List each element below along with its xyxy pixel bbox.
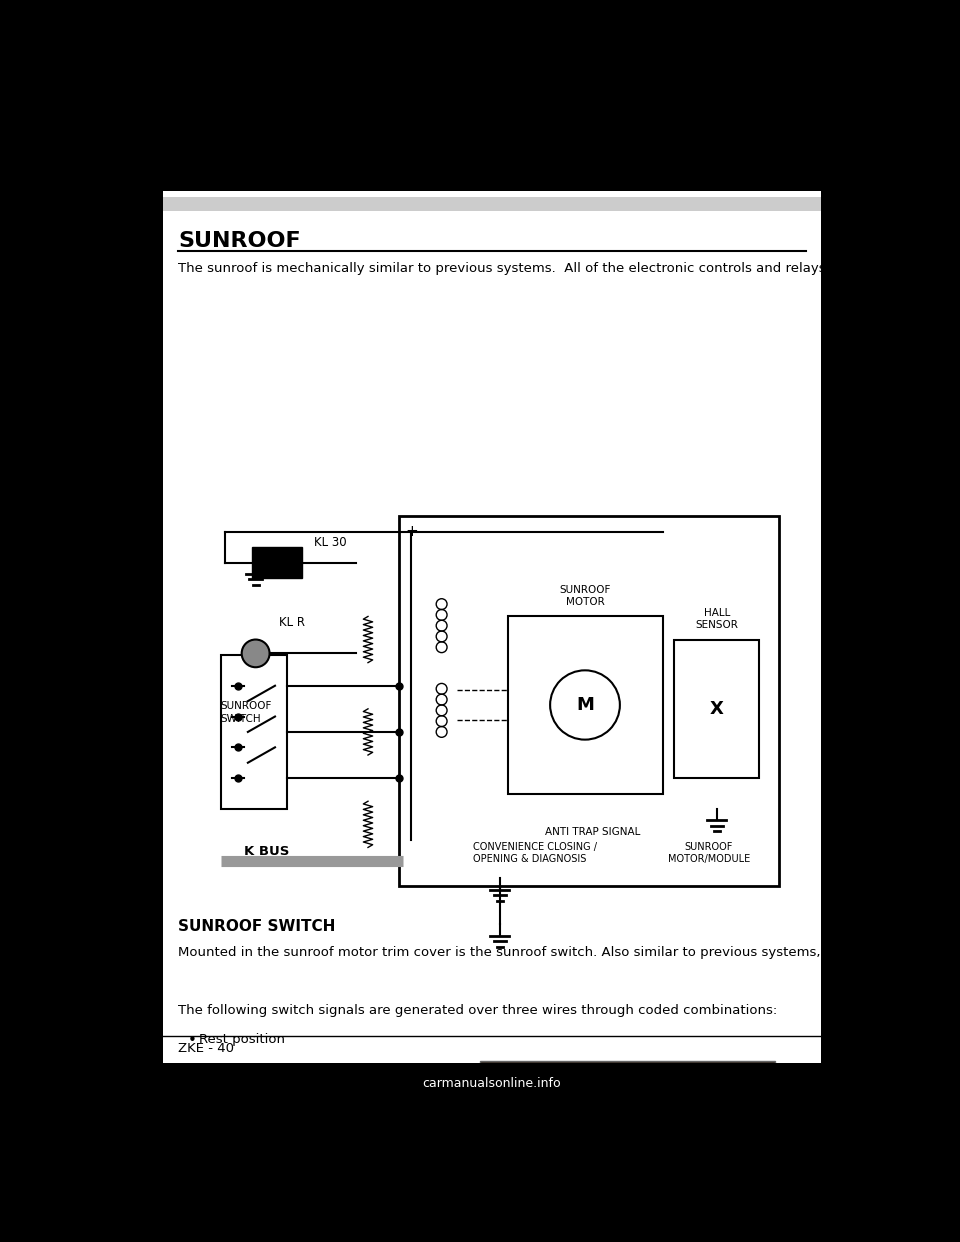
Bar bbox=[674, 640, 759, 779]
Text: Slide open request (press and hold switch - first
detent of open position): Slide open request (press and hold switc… bbox=[199, 1066, 518, 1095]
Circle shape bbox=[242, 640, 270, 667]
Text: M: M bbox=[576, 696, 594, 714]
Text: •: • bbox=[188, 1098, 197, 1113]
Bar bbox=[120, 1063, 864, 1105]
Bar bbox=[480, 1062, 775, 1231]
Text: KL R: KL R bbox=[278, 616, 305, 630]
Text: Automatic slide close request (press further to
second detent and release): Automatic slide close request (press fur… bbox=[199, 1195, 510, 1225]
Text: The sunroof is mechanically similar to previous systems.  All of the electronic : The sunroof is mechanically similar to p… bbox=[179, 262, 960, 276]
Text: SUNROOF: SUNROOF bbox=[179, 231, 300, 251]
Text: SUNROOF
MOTOR/MODULE: SUNROOF MOTOR/MODULE bbox=[668, 842, 750, 864]
Bar bbox=[252, 548, 302, 578]
Text: SUNROOF
SWITCH: SUNROOF SWITCH bbox=[221, 702, 272, 724]
Text: Rest position: Rest position bbox=[199, 1033, 285, 1046]
Text: CONVENIENCE CLOSING /
OPENING & DIAGNOSIS: CONVENIENCE CLOSING / OPENING & DIAGNOSI… bbox=[472, 842, 596, 864]
Text: •: • bbox=[188, 1033, 197, 1048]
Bar bbox=[399, 517, 779, 886]
Text: Tilt open (press and hold): Tilt open (press and hold) bbox=[199, 1130, 370, 1143]
Text: SUNROOF
MOTOR: SUNROOF MOTOR bbox=[560, 585, 611, 607]
Bar bbox=[162, 196, 822, 211]
Text: carmanualsonline.info: carmanualsonline.info bbox=[422, 1077, 562, 1090]
Text: KL 30: KL 30 bbox=[314, 535, 347, 549]
Text: The following switch signals are generated over three wires through coded combin: The following switch signals are generat… bbox=[179, 1004, 778, 1017]
Bar bbox=[221, 655, 287, 809]
Text: +: + bbox=[405, 524, 418, 539]
Text: ZKE - 40: ZKE - 40 bbox=[179, 1042, 234, 1056]
Text: Automatic slide open request (press further to
second detent and release): Automatic slide open request (press furt… bbox=[199, 1098, 509, 1128]
Text: •: • bbox=[188, 1163, 197, 1177]
Bar bbox=[508, 616, 662, 794]
Text: SUNROOF SWITCH: SUNROOF SWITCH bbox=[179, 919, 335, 934]
Text: ANTI TRAP SIGNAL: ANTI TRAP SIGNAL bbox=[545, 827, 640, 837]
Text: •: • bbox=[188, 1195, 197, 1210]
Text: •: • bbox=[188, 1130, 197, 1145]
Text: X: X bbox=[709, 699, 724, 718]
Text: K BUS: K BUS bbox=[244, 845, 289, 858]
Text: •: • bbox=[188, 1066, 197, 1081]
Text: Slide close request (press and hold switch - first
detent of close direction): Slide close request (press and hold swit… bbox=[199, 1163, 519, 1192]
Bar bbox=[162, 191, 822, 1063]
Text: HALL
SENSOR: HALL SENSOR bbox=[695, 607, 738, 630]
Text: Mounted in the sunroof motor trim cover is the sunroof switch. Also similar to p: Mounted in the sunroof motor trim cover … bbox=[179, 946, 960, 959]
